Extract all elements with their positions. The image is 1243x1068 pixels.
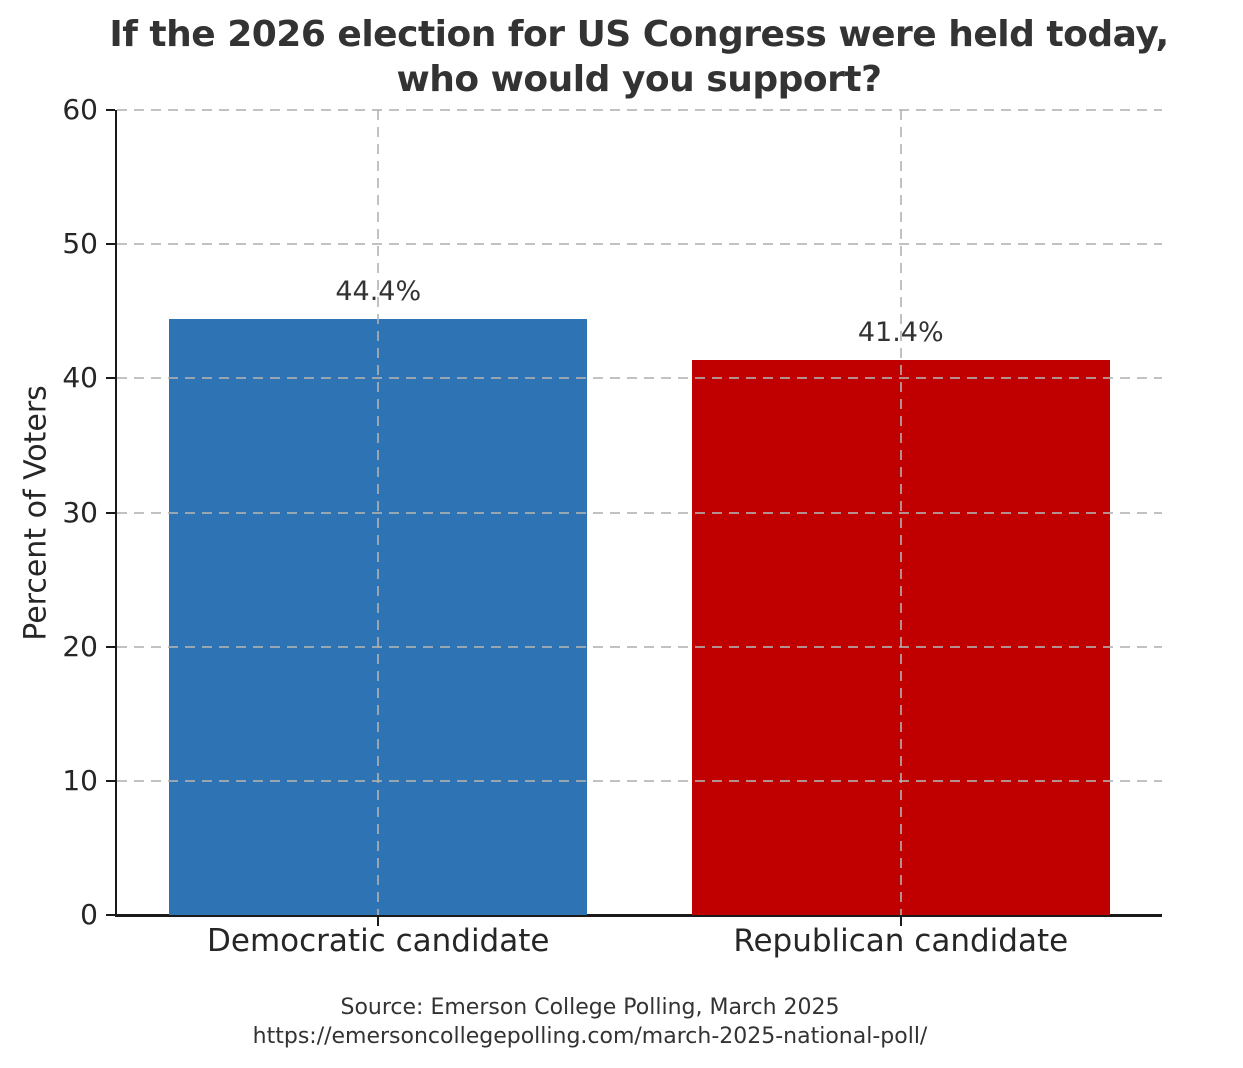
source-text: Source: Emerson College Polling, March 2…: [340, 995, 840, 1020]
x-tick-0: [377, 917, 380, 926]
x-axis-spine: [115, 914, 1162, 917]
y-tick-60: [106, 109, 115, 111]
y-tick-label-20: 20: [62, 629, 98, 663]
y-tick-label-50: 50: [62, 227, 98, 261]
y-tick-50: [106, 243, 115, 246]
y-tick-label-40: 40: [62, 361, 98, 395]
y-tick-label-10: 10: [62, 763, 98, 797]
y-tick-40: [106, 377, 115, 380]
gridline-y-10: [117, 779, 1162, 782]
gridline-y-20: [117, 645, 1162, 648]
chart-title-line-1: If the 2026 election for US Congress wer…: [109, 14, 1169, 55]
y-tick-label-30: 30: [62, 495, 98, 529]
gridline-y-60: [117, 109, 1162, 111]
source-url-text: https://emersoncollegepolling.com/march-…: [252, 1024, 928, 1049]
y-tick-30: [106, 511, 115, 514]
gridline-x-1: [899, 110, 902, 915]
y-tick-0: [106, 914, 115, 916]
y-tick-10: [106, 779, 115, 782]
bar-value-label-1: 41.4%: [857, 316, 944, 348]
y-axis-spine: [115, 110, 117, 917]
gridline-y-30: [117, 511, 1162, 514]
chart-title-line-2: who would you support?: [396, 59, 882, 100]
gridline-y-40: [117, 377, 1162, 380]
y-tick-label-60: 60: [62, 93, 98, 126]
gridline-x-0: [377, 110, 380, 915]
x-tick-1: [899, 917, 902, 926]
x-category-label-1: Republican candidate: [733, 923, 1069, 959]
x-category-label-0: Democratic candidate: [207, 923, 550, 959]
y-tick-20: [106, 645, 115, 648]
y-tick-label-0: 0: [80, 898, 98, 931]
bar-value-label-0: 44.4%: [335, 276, 422, 308]
gridline-y-50: [117, 243, 1162, 246]
